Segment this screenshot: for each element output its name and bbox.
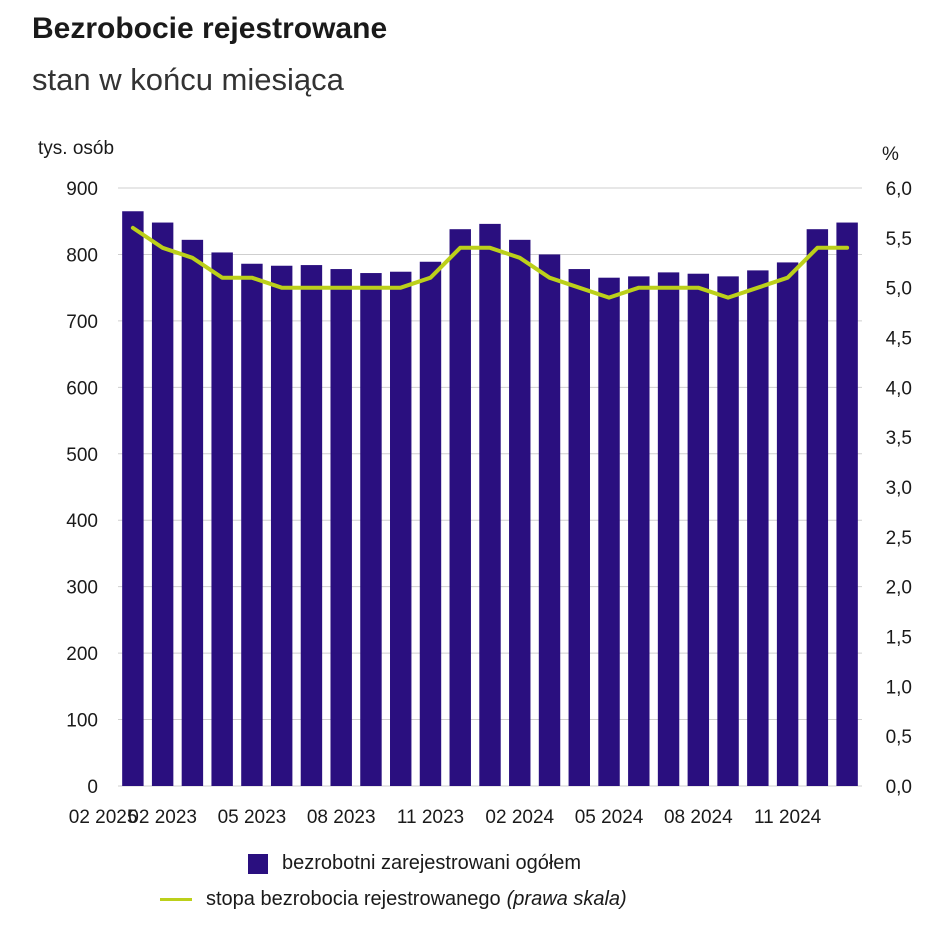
left-tick-label: 200 [66,644,98,665]
bar [330,269,352,786]
bar [419,261,442,787]
bar [836,222,858,786]
right-tick-label: 1,5 [886,628,912,649]
bar [211,252,233,786]
x-tick-label: 11 2023 [397,807,464,828]
line-series [130,225,850,300]
legend-line-label: stopa bezrobocia rejestrowanego [206,888,501,910]
left-tick-label: 100 [66,711,98,732]
left-axis: 0 100 200 300 400 500 600 700 800 900 [66,179,98,798]
left-tick-label: 600 [66,378,98,399]
legend-bar-swatch [248,853,268,874]
bar [687,273,710,786]
bar [509,239,531,786]
x-tick-label: 05 2023 [218,807,287,828]
left-tick-label: 500 [66,445,98,466]
left-tick-label: 900 [66,179,98,200]
left-tick-label: 700 [66,312,98,333]
right-tick-label: 5,0 [886,279,912,300]
x-tick-label: 11 2024 [754,807,822,828]
legend-item-bars: bezrobotni zarejestrowani ogółem [248,852,581,875]
bar [360,273,382,786]
left-tick-label: 400 [66,511,98,532]
left-tick-label: 300 [66,578,98,599]
bar [300,265,323,786]
bar-series [122,211,858,787]
chart-subtitle: stan w końcu miesiąca [32,62,344,97]
chart-title: Bezrobocie rejestrowane [32,12,388,45]
bar [270,265,293,786]
right-axis-unit: % [882,144,899,165]
right-tick-label: 1,0 [886,677,912,698]
legend-item-line: stopa bezrobocia rejestrowanego (prawa s… [160,888,627,911]
right-tick-label: 6,0 [886,179,912,200]
legend-line-swatch [160,898,192,901]
bar [181,239,204,786]
bar [776,262,799,786]
legend-line-note: (prawa skala) [506,888,627,910]
left-tick-label: 0 [87,777,98,798]
right-tick-label: 4,0 [886,378,912,399]
x-axis: 02 2023 05 2023 08 2023 11 2023 02 2024 05 20… [69,807,822,828]
rate-line [130,225,850,300]
bar [657,272,680,787]
bar [598,277,620,786]
right-tick-label: 3,5 [886,428,912,449]
right-tick-label: 2,0 [886,578,912,599]
right-axis: 0,0 0,5 1,0 1,5 2,0 2,5 3,0 3,5 4,0 4,5 5,0 5,5 6,0 [886,179,912,798]
left-axis-unit: tys. osób [38,138,114,159]
right-tick-label: 2,5 [886,528,912,549]
left-tick-label: 800 [66,245,98,266]
bar [151,222,174,786]
bar [449,229,471,786]
x-tick-label: 02 2023 [128,807,197,828]
x-tick-label: 02 2025 [69,807,138,828]
right-tick-label: 3,0 [886,478,912,499]
right-tick-label: 4,5 [886,329,912,350]
x-tick-label: 08 2024 [664,807,733,828]
bar [241,263,263,786]
bar [538,254,561,786]
bar [568,269,590,786]
right-tick-label: 5,5 [886,229,912,250]
chart-area: 0 100 200 300 400 500 600 700 800 900 0,0 0,5 1,0 1,… [38,138,912,828]
x-tick-label: 08 2023 [307,807,376,828]
bar [747,270,769,786]
bar [122,211,144,786]
bar [717,276,739,786]
x-tick-label: 02 2024 [485,807,554,828]
bar [628,276,650,786]
bar [390,271,412,787]
right-tick-label: 0,5 [886,727,912,748]
bar [806,229,829,786]
bar [479,223,501,786]
legend-bars-label: bezrobotni zarejestrowani ogółem [282,852,582,874]
right-tick-label: 0,0 [886,777,912,798]
x-tick-label: 05 2024 [575,807,644,828]
